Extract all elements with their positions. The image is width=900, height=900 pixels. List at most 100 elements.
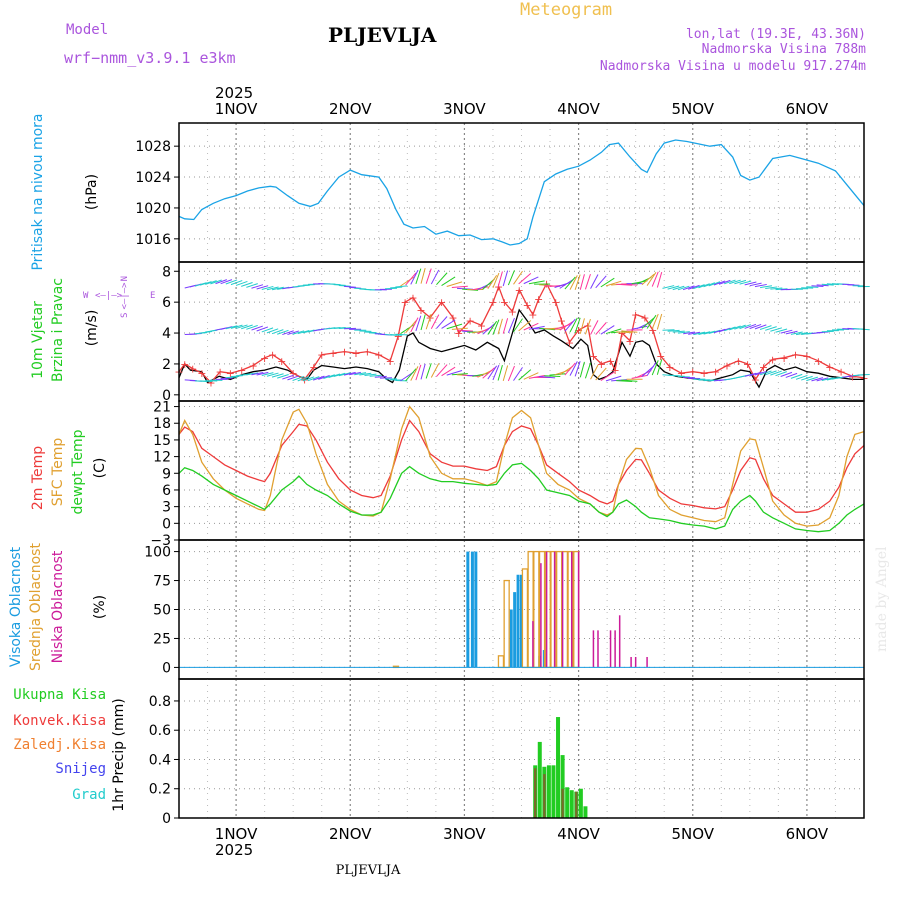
wind-arrow — [677, 331, 690, 334]
wind-arrow — [436, 364, 448, 377]
wind-arrow — [780, 371, 793, 377]
wind-arrow — [564, 318, 576, 332]
gust-marker: + — [791, 349, 800, 362]
wind-arrow — [816, 284, 829, 287]
gust-marker: + — [665, 361, 674, 374]
y-tick-label: 6 — [162, 483, 171, 499]
wind-arrow — [584, 273, 591, 290]
wind-arrow — [266, 286, 279, 291]
y-tick-label: 0 — [162, 516, 171, 532]
y-tick-label: 9 — [162, 466, 171, 482]
gust-marker: + — [386, 355, 395, 368]
wind-arrow — [405, 320, 417, 334]
wind-arrow — [307, 376, 320, 382]
wind-arrow — [395, 285, 408, 288]
bottom-day-label: 1NOV — [215, 825, 258, 843]
gust-marker: + — [466, 315, 475, 328]
cloud-bar-low — [618, 615, 621, 668]
top-day-label: 6NOV — [786, 100, 829, 118]
panel-pressure: 1016 1020 1024 1028 — [135, 122, 865, 263]
wind-arrow — [513, 318, 523, 333]
gust-marker: + — [515, 284, 524, 297]
wind-arrow — [734, 279, 747, 285]
wind-arrow — [271, 286, 284, 291]
gust-marker: + — [523, 299, 532, 312]
wind-arrow — [230, 324, 243, 329]
wind-arrow — [584, 362, 591, 379]
wind-arrow — [502, 318, 509, 334]
wind-arrow — [349, 286, 362, 289]
gust-marker: + — [574, 324, 583, 337]
wind-arrow — [749, 371, 762, 377]
wind-arrow — [667, 285, 680, 290]
wind-arrow — [759, 325, 772, 330]
wind-arrow — [651, 313, 659, 330]
wind-arrow — [600, 371, 615, 381]
model-name: wrf−nmm_v3.9.1 e3km — [64, 49, 236, 67]
wind-arrow — [811, 377, 824, 382]
gust-marker: + — [500, 296, 509, 309]
wind-arrow — [770, 327, 783, 332]
wind-arrow — [693, 284, 705, 290]
wind-arrow — [703, 330, 716, 335]
cloud-ylabel3: Niska Oblacnost — [50, 550, 66, 663]
wind-arrow — [446, 370, 463, 376]
bottom-day-label: 3NOV — [443, 825, 486, 843]
wind-arrow — [502, 270, 509, 287]
precip-bar-conv — [543, 774, 546, 818]
gust-marker: + — [751, 373, 760, 386]
wind-arrow — [723, 326, 736, 332]
cloud-bar-low — [570, 551, 573, 668]
y-tick-label: 0 — [162, 388, 171, 404]
cloud-bar-low — [561, 551, 564, 668]
cloud-bar-low — [553, 551, 556, 668]
y-tick-label: 0.4 — [149, 752, 171, 768]
wind-arrow — [811, 285, 824, 288]
wind-arrow — [430, 314, 440, 329]
wind-arrow — [528, 280, 545, 285]
wind-arrow — [621, 379, 638, 382]
series-temperature-1 — [178, 405, 865, 527]
gust-marker: + — [768, 353, 777, 366]
gust-marker: + — [611, 364, 620, 377]
wind-arrow — [785, 330, 798, 335]
precip-bar-total — [551, 765, 556, 818]
wind-arrow — [287, 330, 300, 336]
wind-arrow — [656, 313, 663, 330]
cloud-bar-mid — [521, 568, 529, 669]
wind-arrow — [677, 375, 690, 378]
wind-legend-west: W — [83, 291, 89, 301]
wind-arrow — [744, 281, 757, 286]
y-tick-label: 8 — [162, 264, 171, 280]
wind-arrow — [410, 366, 419, 381]
wind-arrow — [199, 281, 212, 286]
cloud-bar-mid — [497, 655, 505, 669]
wind-arrow — [785, 372, 798, 378]
wind-arrow — [210, 279, 222, 285]
y-tick-label: 6 — [162, 295, 171, 311]
y-tick-label: 0 — [162, 660, 171, 676]
y-tick-label: 0 — [162, 811, 171, 827]
wind-arrow — [775, 288, 788, 291]
wind-arrow — [656, 272, 663, 288]
bottom-day-label: 5NOV — [671, 825, 714, 843]
bottom-day-label: 6NOV — [786, 825, 829, 843]
wind-arrow — [744, 372, 757, 377]
wind-arrow — [256, 326, 269, 332]
y-tick-label: 1028 — [135, 139, 171, 155]
gust-marker: + — [848, 370, 857, 383]
wind-arrow — [579, 361, 585, 378]
wind-arrow — [621, 330, 638, 333]
wind-arrow — [605, 375, 622, 382]
wind-arrow — [482, 323, 495, 335]
wind-arrow — [821, 283, 834, 286]
top-day-label: 1NOV — [215, 100, 258, 118]
wind-arrow — [333, 372, 346, 378]
gust-marker: + — [722, 359, 731, 372]
wind-arrow — [693, 331, 706, 336]
wind-arrow — [651, 271, 659, 287]
wind-arrow — [744, 323, 757, 329]
gust-marker: + — [688, 366, 697, 379]
